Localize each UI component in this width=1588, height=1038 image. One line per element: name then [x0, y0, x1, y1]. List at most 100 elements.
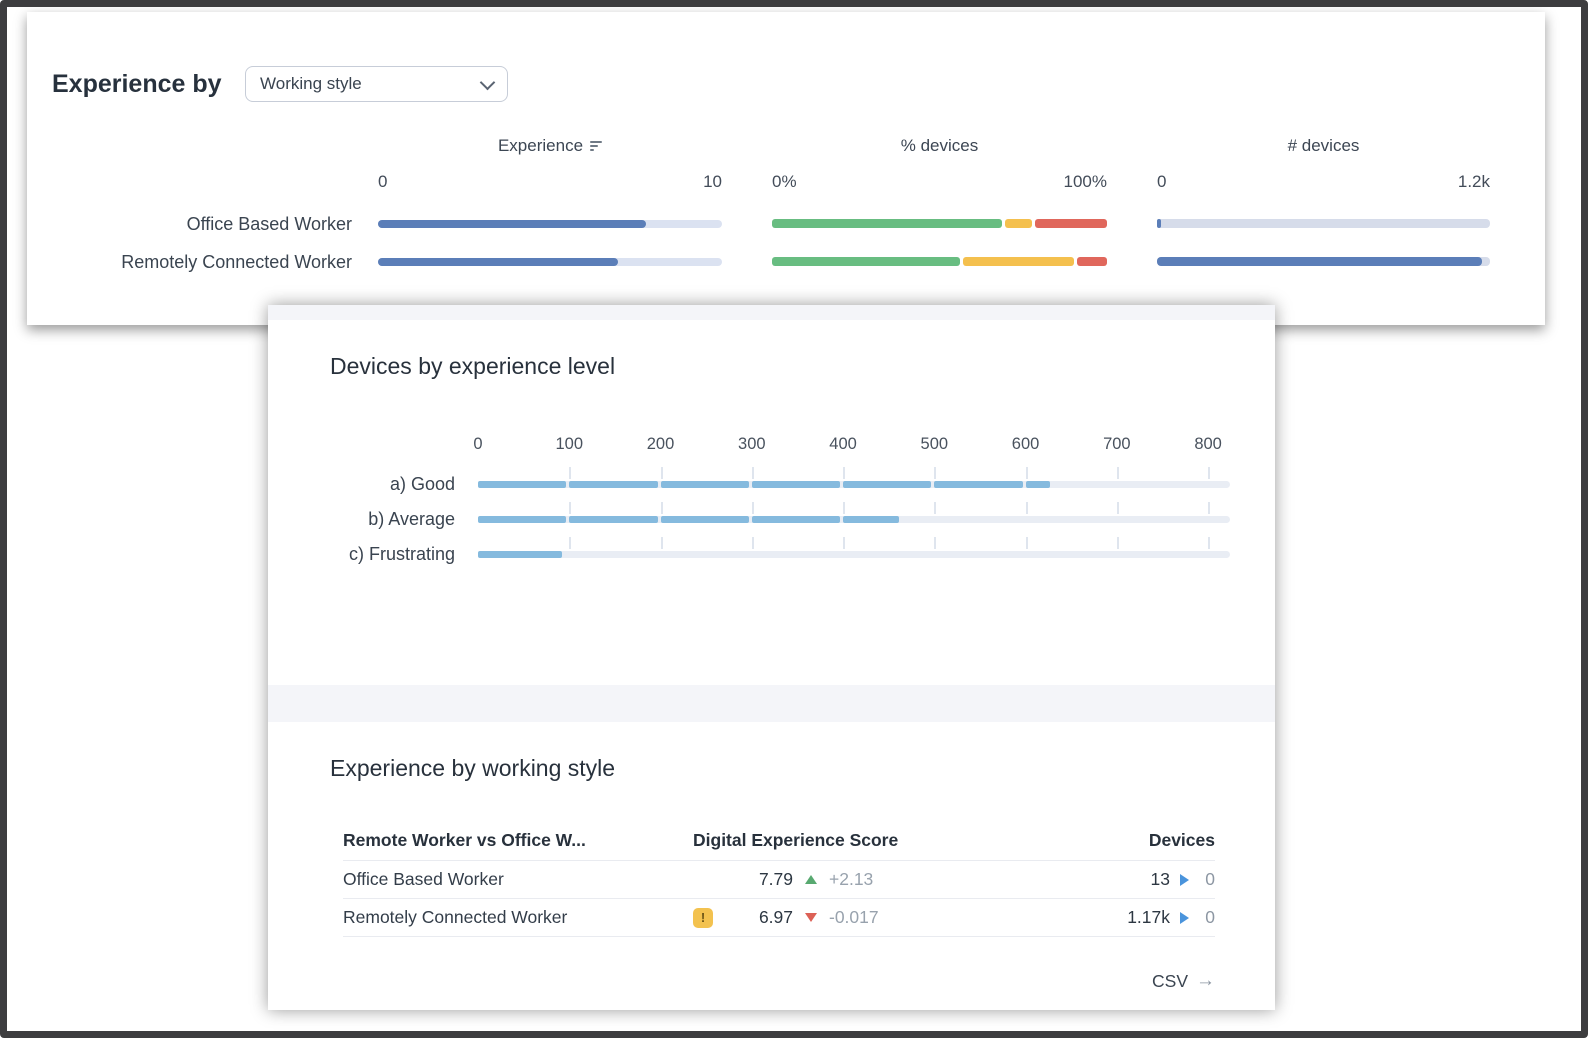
axis-tick — [1025, 467, 1028, 479]
average-segment[interactable] — [962, 257, 1075, 266]
row-remotely-connected-worker: Remotely Connected Worker — [27, 243, 1545, 281]
column-header-pct-devices[interactable]: % devices — [772, 135, 1107, 157]
axis-tick-label: 100 — [555, 435, 584, 453]
bar-segment — [569, 516, 658, 523]
table-row[interactable]: Remotely Connected Worker ! 6.97 -0.017 … — [343, 899, 1215, 937]
score-value: 6.97 — [758, 907, 793, 927]
axis-tick — [660, 502, 663, 514]
chart-row-frustrating: c) Frustrating — [268, 537, 1275, 572]
csv-arrow-icon: → — [1196, 970, 1215, 991]
good-bar[interactable] — [478, 467, 1230, 488]
axis-tick — [1208, 502, 1211, 514]
panel-title: Experience by — [52, 70, 222, 98]
pct-devices-bar[interactable] — [772, 257, 1107, 266]
header-remote-vs-office[interactable]: Remote Worker vs Office W... — [343, 829, 586, 850]
num-devices-bar[interactable] — [1157, 257, 1490, 266]
header-digital-experience-score[interactable]: Digital Experience Score — [693, 829, 899, 850]
devices-count: 13 — [1150, 869, 1170, 889]
axis-tick — [1116, 537, 1119, 549]
experience-by-panel: Experience by Working style Experience %… — [27, 12, 1545, 325]
num-devices-header-label: # devices — [1287, 136, 1360, 155]
axis-tick — [569, 467, 572, 479]
trend-up-icon — [805, 875, 817, 884]
chart-row-average: b) Average — [268, 502, 1275, 537]
axis-max: 100% — [1063, 172, 1107, 191]
table-row[interactable]: Office Based Worker ! 7.79 +2.13 13 0 — [343, 861, 1215, 899]
score-delta: -0.017 — [829, 907, 879, 927]
pct-devices-bar[interactable] — [772, 219, 1107, 228]
drilldown-arrow-icon[interactable] — [1180, 911, 1189, 924]
axis-max: 1.2k — [1457, 172, 1490, 191]
axis-min: 0% — [772, 172, 797, 191]
axis-tick — [934, 467, 937, 479]
bar-segment — [660, 481, 749, 488]
frustrating-bar[interactable] — [478, 537, 1230, 558]
column-header-experience[interactable]: Experience — [378, 135, 722, 157]
header-devices[interactable]: Devices — [1148, 829, 1215, 850]
csv-export-link[interactable]: CSV → — [1152, 970, 1215, 992]
devices-chart-rows: a) Good b) Average c) Frustrating — [268, 467, 1275, 572]
panel-top-strip — [268, 305, 1275, 320]
bar-segment — [478, 481, 567, 488]
bar-segment — [843, 481, 932, 488]
axis-tick-label: 400 — [829, 435, 857, 453]
score-value: 7.79 — [758, 869, 793, 889]
frustrating-segment[interactable] — [1034, 219, 1107, 228]
axis-tick — [751, 502, 754, 514]
num-devices-bar[interactable] — [1157, 219, 1490, 228]
axis-min: 0 — [1157, 172, 1167, 191]
num-devices-axis: 0 1.2k — [1157, 172, 1490, 194]
axis-min: 0 — [378, 172, 388, 191]
axis-tick — [751, 537, 754, 549]
devices-count: 1.17k — [1127, 907, 1170, 927]
column-header-num-devices[interactable]: # devices — [1157, 135, 1490, 157]
chart-row-good: a) Good — [268, 467, 1275, 502]
frustrating-segment[interactable] — [1077, 257, 1107, 266]
average-segment[interactable] — [1005, 219, 1032, 228]
axis-tick-label: 700 — [1103, 435, 1131, 453]
bar-segment — [1025, 481, 1050, 488]
chart-row-label: b) Average — [368, 509, 455, 529]
row-office-based-worker: Office Based Worker — [27, 205, 1545, 243]
chart-row-label: c) Frustrating — [348, 544, 455, 564]
bar-segment — [478, 551, 562, 558]
good-segment[interactable] — [772, 257, 960, 266]
bar-segment — [478, 516, 567, 523]
axis-tick-label: 500 — [920, 435, 949, 453]
bar-segment — [751, 516, 841, 523]
axis-tick-label: 800 — [1194, 435, 1222, 453]
working-style-dropdown[interactable]: Working style — [245, 66, 508, 102]
axis-tick — [1208, 537, 1211, 549]
axis-tick — [934, 502, 937, 514]
axis-tick — [1025, 537, 1028, 549]
devices-panel: Devices by experience level 0 100 200 300 40… — [268, 305, 1275, 1010]
axis-tick — [569, 537, 572, 549]
experience-bar[interactable] — [378, 220, 722, 228]
drilldown-arrow-icon[interactable] — [1180, 873, 1189, 886]
axis-tick-label: 300 — [738, 435, 766, 453]
bar-segment — [934, 481, 1023, 488]
dropdown-value: Working style — [260, 74, 362, 93]
axis-tick — [660, 537, 663, 549]
sort-icon[interactable] — [590, 141, 603, 151]
good-segment[interactable] — [772, 219, 1003, 228]
average-bar[interactable] — [478, 502, 1230, 523]
axis-tick-label: 200 — [646, 435, 675, 453]
axis-tick — [1116, 467, 1119, 479]
row-label: Remotely Connected Worker — [121, 251, 352, 272]
axis-tick-label: 0 — [473, 435, 483, 453]
warning-icon: ! — [693, 907, 713, 928]
table-title: Experience by working style — [330, 755, 616, 781]
experience-bar[interactable] — [378, 258, 722, 266]
experience-rows: Office Based Worker Remotely Connected W… — [27, 205, 1545, 281]
bar-segment — [751, 481, 841, 488]
trend-down-icon — [805, 913, 817, 922]
axis-tick — [569, 502, 572, 514]
chevron-down-icon — [479, 74, 496, 90]
devices-chart-title: Devices by experience level — [330, 353, 616, 379]
axis-tick — [660, 467, 663, 479]
score-delta: +2.13 — [829, 869, 874, 889]
csv-label: CSV — [1152, 970, 1188, 991]
pct-devices-axis: 0% 100% — [772, 172, 1107, 194]
